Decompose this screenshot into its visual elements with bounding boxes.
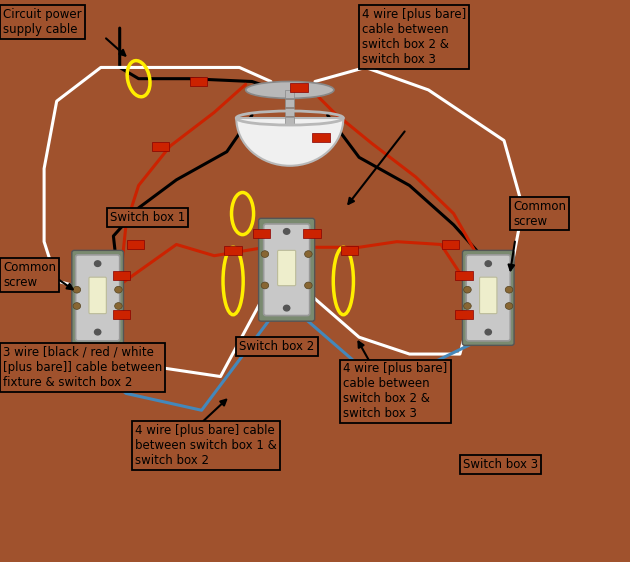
Bar (113, 310, 130, 319)
FancyBboxPatch shape (462, 251, 514, 345)
Circle shape (94, 261, 101, 266)
Text: Switch box 3: Switch box 3 (463, 458, 538, 471)
Bar (253, 229, 270, 238)
Circle shape (115, 302, 122, 310)
Circle shape (284, 305, 290, 311)
Text: Circuit power
supply cable: Circuit power supply cable (3, 8, 82, 37)
Bar (455, 310, 473, 319)
Circle shape (261, 251, 268, 257)
Circle shape (73, 287, 81, 293)
Circle shape (94, 329, 101, 335)
Circle shape (464, 302, 471, 310)
Circle shape (73, 302, 81, 310)
Text: 4 wire [plus bare]
cable between
switch box 2 &
switch box 3: 4 wire [plus bare] cable between switch … (343, 362, 447, 420)
Bar (312, 133, 330, 142)
FancyBboxPatch shape (278, 250, 295, 285)
Bar (455, 271, 473, 280)
Bar (290, 83, 308, 92)
Bar (285, 99, 294, 107)
Circle shape (505, 287, 513, 293)
Bar (341, 246, 358, 255)
Text: 3 wire [black / red / white
[plus bare]] cable between
fixture & switch box 2: 3 wire [black / red / white [plus bare]]… (3, 346, 163, 389)
Circle shape (115, 287, 122, 293)
Bar (190, 77, 207, 86)
Circle shape (505, 302, 513, 310)
Text: Common
screw: Common screw (513, 200, 566, 228)
FancyBboxPatch shape (259, 219, 314, 321)
Circle shape (305, 282, 312, 289)
Wedge shape (236, 118, 343, 166)
FancyBboxPatch shape (263, 224, 310, 316)
Circle shape (464, 287, 471, 293)
Circle shape (485, 261, 491, 266)
Circle shape (481, 325, 496, 339)
Circle shape (90, 257, 105, 270)
Bar (303, 229, 321, 238)
Circle shape (261, 282, 268, 289)
Bar (285, 90, 294, 98)
Bar (285, 108, 294, 116)
Text: 4 wire [plus bare] cable
between switch box 1 &
switch box 2: 4 wire [plus bare] cable between switch … (135, 424, 277, 468)
Bar (113, 271, 130, 280)
FancyBboxPatch shape (466, 255, 510, 341)
FancyBboxPatch shape (89, 277, 106, 314)
Circle shape (278, 301, 295, 315)
Bar (442, 240, 459, 249)
FancyBboxPatch shape (76, 255, 120, 341)
Text: Common
screw: Common screw (3, 261, 56, 289)
Bar (285, 117, 294, 125)
Circle shape (90, 325, 105, 339)
Text: Switch box 1: Switch box 1 (110, 211, 185, 224)
Circle shape (481, 257, 496, 270)
FancyBboxPatch shape (72, 251, 123, 345)
FancyBboxPatch shape (479, 277, 497, 314)
Circle shape (305, 251, 312, 257)
Bar (127, 240, 144, 249)
Circle shape (485, 329, 491, 335)
Text: 4 wire [plus bare]
cable between
switch box 2 &
switch box 3: 4 wire [plus bare] cable between switch … (362, 8, 466, 66)
Ellipse shape (246, 81, 334, 98)
Bar (224, 246, 242, 255)
Text: Switch box 2: Switch box 2 (239, 340, 314, 353)
Bar (152, 142, 169, 151)
Circle shape (284, 229, 290, 234)
Circle shape (278, 224, 295, 239)
